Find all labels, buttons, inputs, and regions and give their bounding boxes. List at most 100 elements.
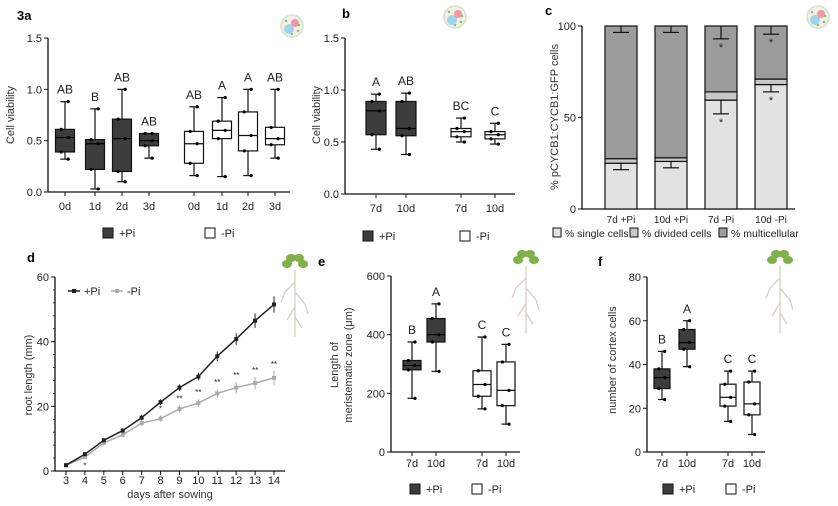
data-point (123, 137, 127, 141)
data-point (143, 144, 147, 148)
data-point (483, 382, 487, 387)
bar-segment-1 (604, 158, 638, 164)
box--Pi-10d: C 10d (496, 325, 516, 470)
x-tick-label: 2d (242, 201, 254, 213)
x-tick-label: 4 (82, 475, 88, 487)
data-point (82, 455, 87, 460)
legend-label: +Pi (379, 231, 395, 243)
significance-letter: AB (141, 114, 157, 128)
panel-c: 0 50 100 c % pCYCB1:CYCB1:GFP cells 7d +Pi 10d… (545, 3, 799, 240)
x-tick-label: 9 (176, 475, 182, 487)
x-tick-label: 2d (116, 201, 128, 213)
data-point (437, 302, 441, 306)
legend-label: % single cells (565, 228, 629, 240)
panel-label: e (318, 254, 325, 269)
data-point (437, 369, 441, 373)
leaf (771, 250, 781, 258)
panel-d: 0 20 40 60d root length (mm) 3 4 5 6 7 8 9 10 11 12 13 1… (23, 250, 285, 501)
data-point (413, 363, 417, 368)
data-point (507, 388, 511, 392)
data-point (483, 335, 487, 339)
box (496, 361, 516, 407)
data-point (249, 87, 253, 91)
data-point (276, 87, 280, 91)
data-point (195, 142, 199, 146)
y-axis-label: meristematic zone (μm) (343, 307, 355, 422)
data-point (59, 150, 63, 154)
significance-star: ** (252, 366, 258, 375)
nucleus (454, 10, 462, 18)
data-point (158, 400, 163, 405)
data-point (116, 117, 120, 121)
legend-label: -Pi (221, 228, 234, 240)
data-point (272, 302, 276, 307)
bar-7d -Pi: * * 7d -Pi (704, 25, 738, 226)
significance-star: * (769, 37, 774, 49)
bar-segment-0 (604, 162, 638, 210)
data-point (400, 99, 404, 104)
leaf (529, 256, 539, 264)
data-point (455, 135, 459, 139)
data-point (242, 110, 246, 114)
y-axis-label: Length of (329, 341, 341, 388)
legend-label: -Pi (127, 286, 140, 298)
box-+Pi-10d: A 10d (426, 285, 446, 470)
data-point (500, 360, 504, 364)
x-tick-label: 11 (212, 475, 223, 487)
data-point (753, 369, 757, 373)
legend-swatch-minus-pi (725, 483, 737, 495)
nucleus (291, 19, 299, 27)
box--Pi-3d: AB 3d (264, 70, 286, 213)
data-point (215, 354, 220, 359)
significance-letter: AB (114, 70, 130, 84)
y-tick-label: 50 (564, 113, 576, 125)
data-point (139, 415, 144, 420)
legend-swatch-minus-pi (204, 227, 216, 239)
box (426, 317, 446, 343)
legend-swatch-plus-pi (409, 483, 421, 495)
data-point (216, 137, 220, 141)
data-point (483, 407, 487, 411)
y-tick-label: 0.5 (324, 137, 339, 149)
data-point (682, 327, 686, 332)
leaf (294, 254, 304, 262)
leaf (282, 260, 292, 268)
data-point (269, 125, 273, 129)
x-tick-label: 10d (497, 458, 515, 470)
chloroplast (459, 20, 463, 24)
data-point (688, 319, 692, 323)
data-point (177, 385, 182, 390)
x-tick-label: 10d (397, 203, 415, 215)
box (395, 100, 417, 137)
significance-star: * (719, 117, 724, 129)
data-point (116, 169, 120, 174)
box--Pi-7d: C 7d (472, 318, 492, 470)
bar-segment-1 (704, 91, 738, 101)
leaf (517, 250, 527, 258)
significance-letter: B (658, 332, 666, 346)
significance-star: ** (233, 371, 239, 380)
data-point (723, 404, 727, 408)
y-tick-label: 1.0 (324, 85, 339, 97)
legend-label: % multicellular (731, 228, 799, 240)
panel-label: b (342, 6, 350, 21)
data-point (407, 91, 411, 95)
data-point (413, 396, 417, 400)
data-point (66, 157, 70, 161)
data-point (723, 382, 727, 386)
cell-icon (280, 14, 304, 38)
y-tick-label: 80 (629, 272, 641, 284)
nucleus (817, 10, 825, 18)
data-point (150, 131, 154, 136)
data-point (476, 369, 480, 373)
y-tick-label: 1.5 (324, 33, 339, 45)
significance-letter: AB (186, 88, 202, 102)
y-tick-label: 0 (379, 447, 385, 459)
y-axis-label: number of cortex cells (607, 306, 619, 414)
y-tick-label: 40 (37, 337, 49, 349)
significance-letter: C (478, 318, 487, 332)
significance-letter: A (683, 302, 691, 316)
y-axis-label: Cell viability (5, 85, 17, 144)
